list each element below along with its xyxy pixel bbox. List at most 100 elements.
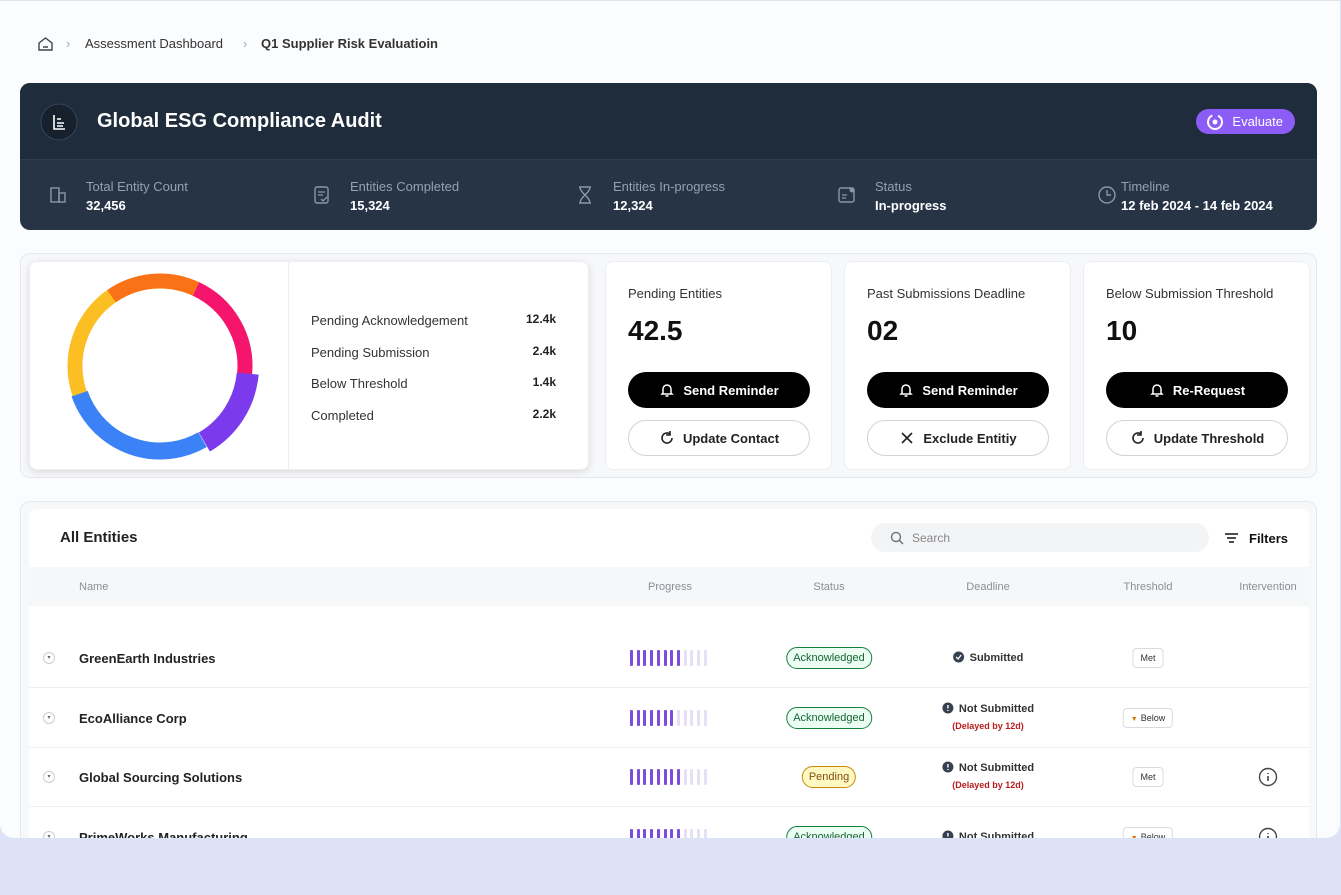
- breadcrumb-current: Q1 Supplier Risk Evaluatioin: [261, 36, 438, 51]
- primary-label[interactable]: Send Reminder: [922, 382, 1018, 398]
- progress-segment: [656, 769, 660, 785]
- deadline-cell: Not Submitted (Delayed by 12d): [942, 761, 1034, 790]
- divider: [288, 262, 289, 471]
- progress-segment: [670, 769, 674, 785]
- secondary-button[interactable]: Exclude Entitiy: [867, 420, 1049, 456]
- crumb-sep: ›: [243, 36, 248, 51]
- stat: Timeline 12 feb 2024 - 14 feb 2024: [1121, 179, 1273, 213]
- filter-icon[interactable]: [1225, 533, 1239, 543]
- legend-label: Below Threshold: [311, 376, 408, 391]
- intervention-info[interactable]: [1258, 827, 1278, 838]
- expand-toggle[interactable]: ▾: [43, 771, 55, 783]
- legend-value: 12.4k: [525, 312, 556, 326]
- metric-card: Below Submission Threshold 10 Re-Request Up…: [1083, 261, 1310, 470]
- table-row[interactable]: ▾ Global Sourcing Solutions Pending Not Sub…: [29, 747, 1309, 807]
- stat: Status In-progress: [875, 179, 947, 213]
- search-placeholder[interactable]: Search: [912, 531, 951, 545]
- distribution-card: Pending Acknowledgement 12.4k Pending Subm…: [29, 261, 589, 471]
- stat-icon: [837, 185, 857, 205]
- deadline-text: Not Submitted: [958, 702, 1035, 715]
- table-row[interactable]: ▾ GreenEarth Industries Acknowledged Submit…: [29, 628, 1309, 688]
- progress-segment: [683, 709, 687, 726]
- table-row[interactable]: ▾ PrimeWorks Manufacturing Acknowledged Not…: [29, 807, 1309, 838]
- intervention-info[interactable]: [1258, 767, 1278, 792]
- threshold-text: Below: [1140, 712, 1166, 723]
- progress-segment: [630, 769, 633, 785]
- stat-label: Entities Completed: [350, 179, 460, 194]
- threshold-tag: ▼ Below: [1122, 707, 1174, 728]
- home-icon[interactable]: [37, 36, 54, 52]
- evaluate-button[interactable]: Evaluate: [1196, 109, 1295, 134]
- progress-segment: [643, 709, 647, 726]
- search-box[interactable]: Search: [871, 523, 1209, 552]
- progress-segment: [690, 828, 694, 838]
- status-pill: Acknowledged: [786, 825, 872, 838]
- threshold-tag: ▼ Below: [1122, 826, 1174, 838]
- primary-button[interactable]: Re-Request: [1106, 372, 1288, 408]
- stat-value: 12,324: [613, 198, 653, 213]
- progress-segment: [636, 709, 640, 726]
- progress-segment: [683, 650, 687, 666]
- progress-segment: [643, 828, 647, 838]
- metric-value: 02: [867, 315, 899, 346]
- legend-value: 2.4k: [532, 343, 556, 358]
- expand-toggle[interactable]: ▾: [43, 830, 55, 838]
- expand-toggle[interactable]: ▾: [43, 652, 55, 664]
- table-header: [29, 567, 1309, 606]
- threshold-tag: Met: [1132, 648, 1164, 668]
- header-icon: [40, 103, 78, 141]
- column-header: Deadline: [966, 581, 1010, 593]
- table-card: [29, 509, 1309, 838]
- metric-card: Pending Entities 42.5 Send Reminder Update …: [605, 261, 832, 470]
- status-pill: Acknowledged: [786, 647, 872, 669]
- legend-label: Pending Acknowledgement: [311, 313, 468, 328]
- column-header: Intervention: [1239, 581, 1297, 593]
- stat-label: Entities In-progress: [613, 179, 725, 194]
- secondary-button[interactable]: Update Contact: [628, 420, 810, 456]
- table-title: All Entities: [60, 529, 138, 546]
- column-header: Name: [79, 581, 109, 593]
- breadcrumb-link[interactable]: Assessment Dashboard: [85, 36, 224, 51]
- deadline-status: Not Submitted: [942, 702, 1034, 715]
- stat-icon: [1097, 185, 1117, 205]
- primary-label[interactable]: Re-Request: [1172, 382, 1246, 398]
- expand-toggle[interactable]: ▾: [43, 711, 55, 724]
- metric-title: Past Submissions Deadline: [867, 286, 1026, 301]
- secondary-label[interactable]: Update Threshold: [1153, 430, 1265, 446]
- secondary-label[interactable]: Update Contact: [682, 430, 780, 446]
- primary-label[interactable]: Send Reminder: [683, 382, 779, 398]
- progress-segment: [670, 828, 674, 838]
- entity-name: EcoAlliance Corp: [79, 710, 187, 726]
- progress-segment: [656, 828, 660, 838]
- status-pill: Pending: [801, 766, 857, 788]
- deadline-status: Not Submitted: [942, 761, 1034, 774]
- deadline-text: Not Submitted: [958, 762, 1035, 774]
- stat: Entities In-progress 12,324: [613, 179, 725, 213]
- filters-button[interactable]: Filters: [1249, 531, 1289, 546]
- primary-button[interactable]: Send Reminder: [867, 372, 1049, 408]
- progress-segment: [636, 650, 640, 666]
- progress-segment: [703, 709, 707, 726]
- progress-segment: [663, 709, 667, 726]
- secondary-button[interactable]: Update Threshold: [1106, 420, 1288, 456]
- progress-segment: [676, 709, 680, 726]
- evaluate-label[interactable]: Evaluate: [1232, 114, 1283, 129]
- progress-segment: [703, 650, 707, 666]
- progress-segment: [663, 828, 667, 838]
- progress-segment: [697, 650, 700, 666]
- stat-value: In-progress: [875, 198, 947, 213]
- metric-card: Past Submissions Deadline 02 Send Reminder…: [844, 261, 1071, 470]
- progress-segment: [650, 769, 654, 785]
- progress-segment: [650, 650, 654, 666]
- column-header: Status: [813, 581, 845, 593]
- progress-segment: [643, 650, 647, 666]
- threshold-tag: Met: [1132, 767, 1164, 787]
- table-row[interactable]: ▾ EcoAlliance Corp Acknowledged Not Submitt…: [29, 688, 1309, 748]
- progress-segment: [683, 769, 687, 785]
- app: › Assessment Dashboard › Q1 Supplier Ris…: [0, 0, 1340, 838]
- stat-icon: [312, 185, 332, 205]
- secondary-label[interactable]: Exclude Entitiy: [923, 430, 1017, 446]
- progress-segment: [683, 828, 687, 838]
- progress-segment: [643, 769, 647, 785]
- primary-button[interactable]: Send Reminder: [628, 372, 810, 408]
